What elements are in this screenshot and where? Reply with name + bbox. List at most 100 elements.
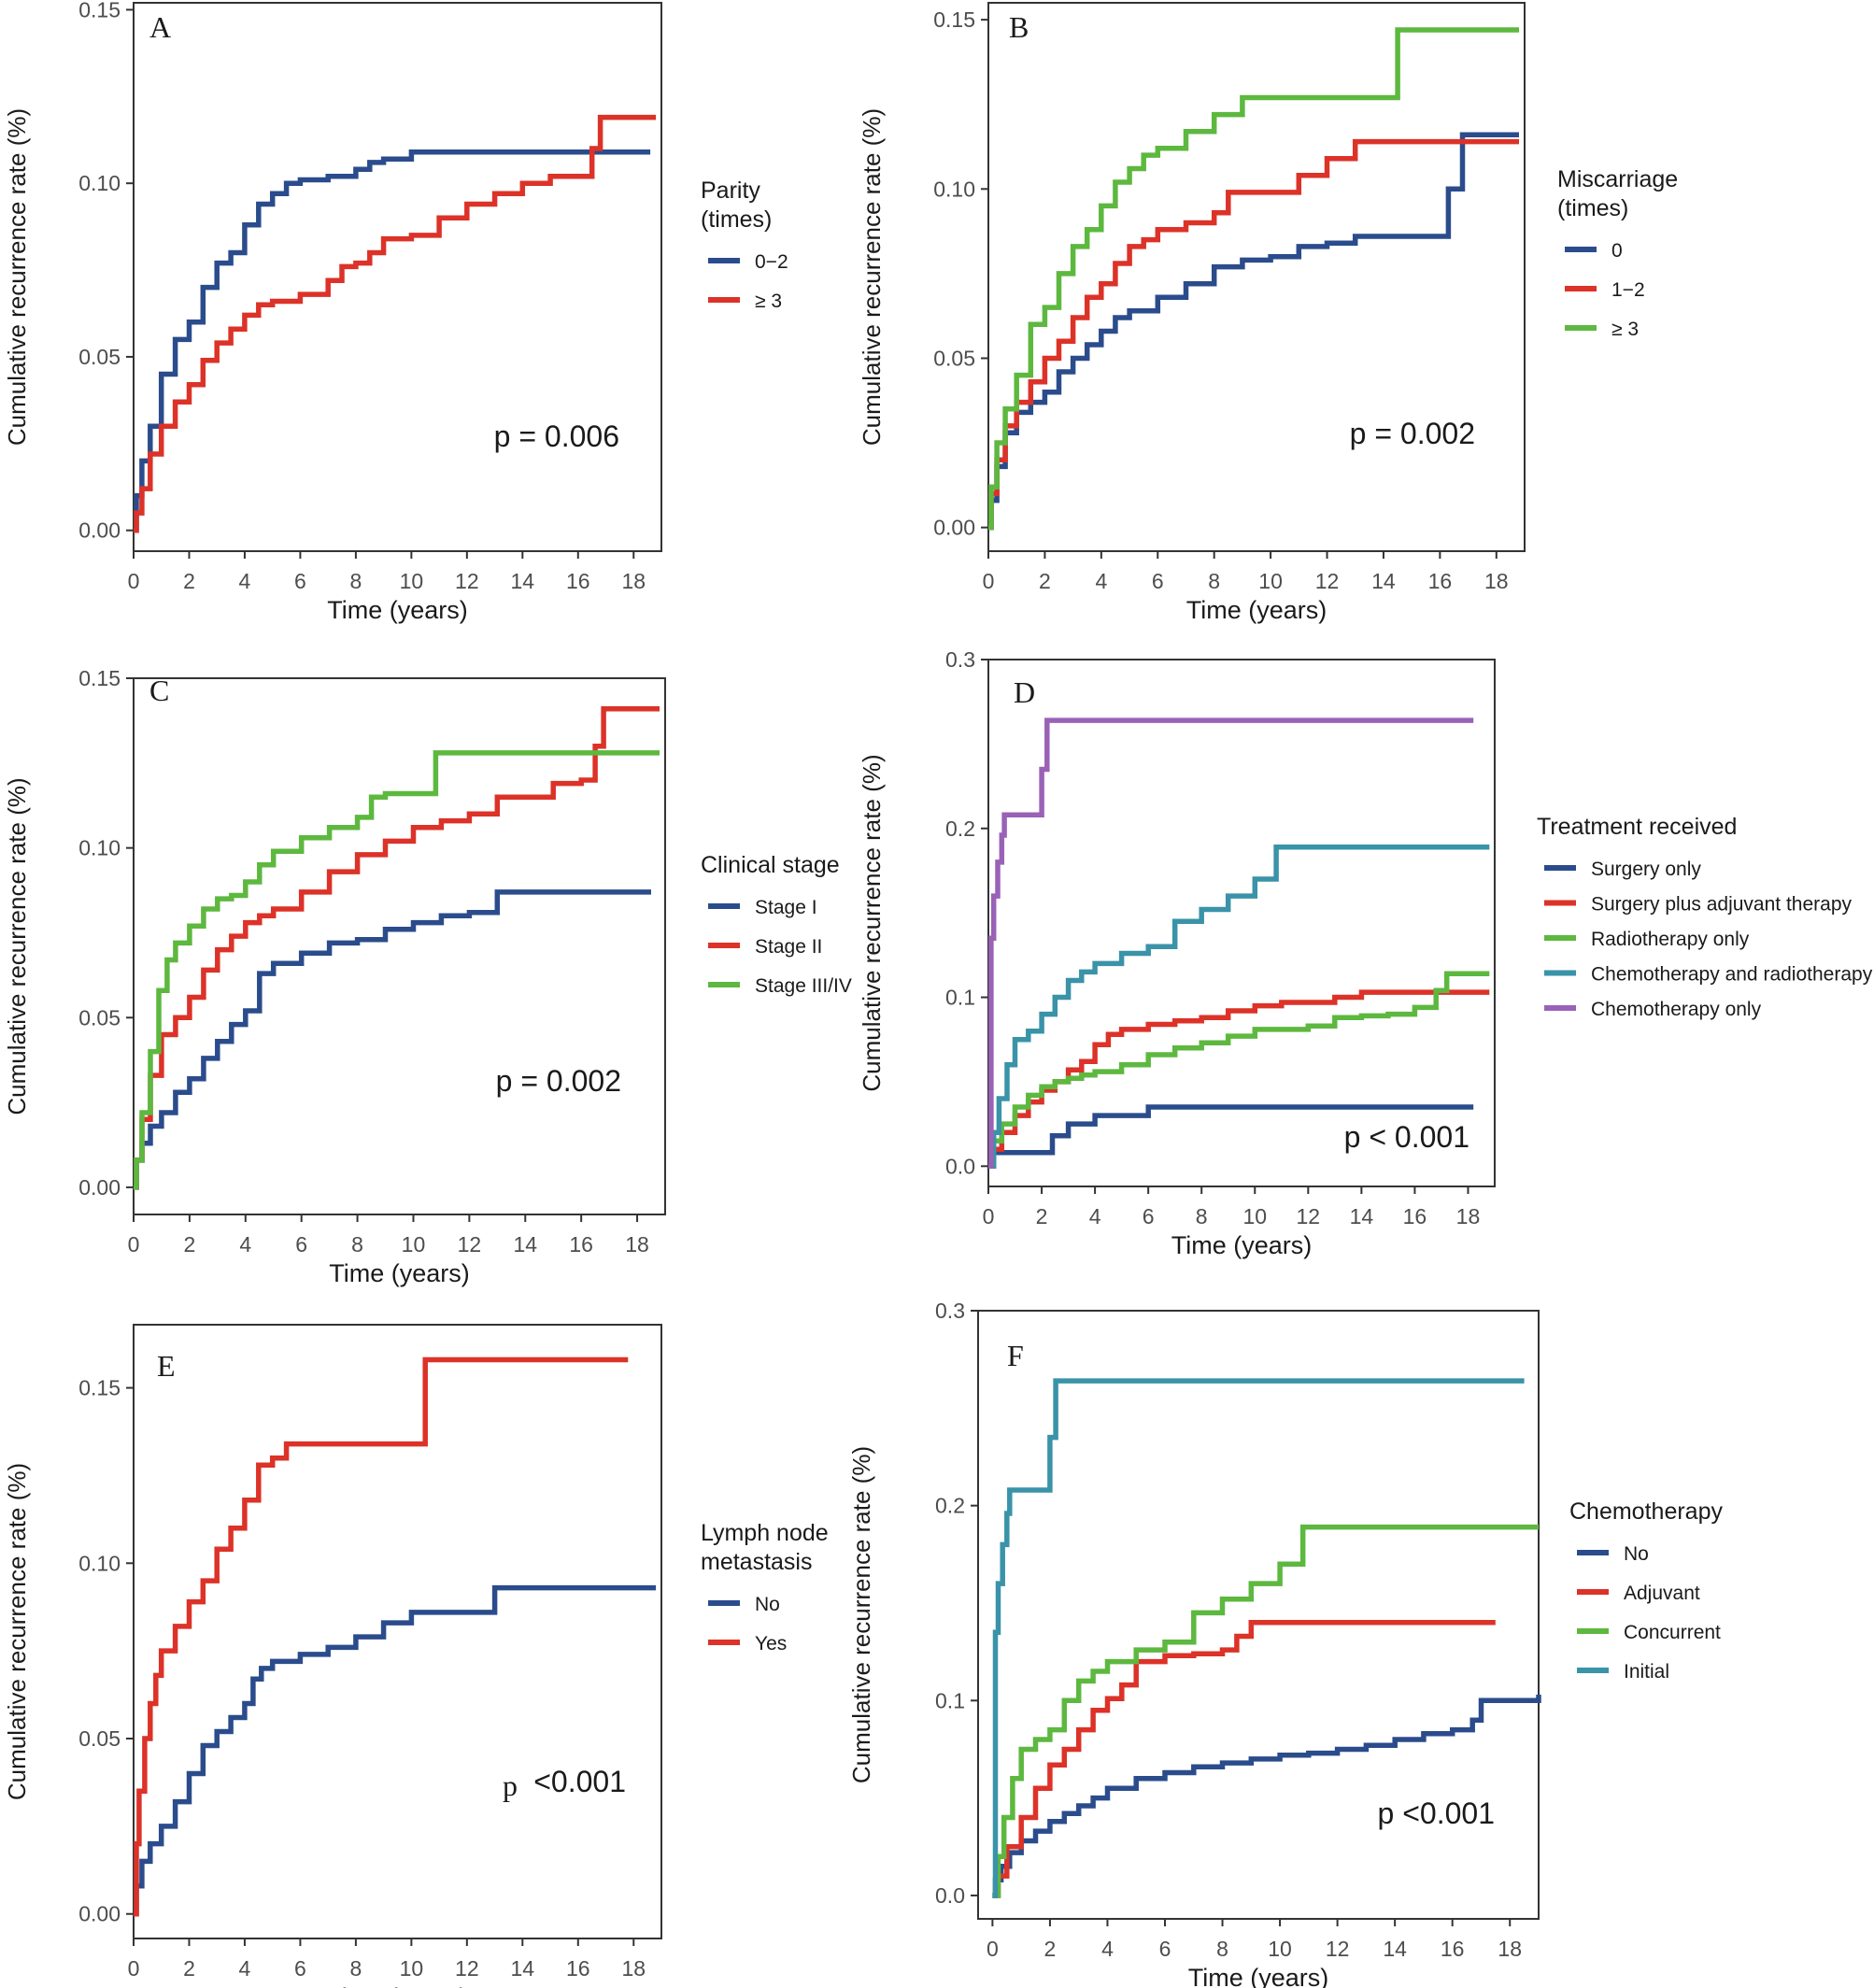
- x-tick-label: 10: [1268, 1937, 1292, 1961]
- legend-label: Yes: [755, 1633, 787, 1654]
- x-tick-label: 12: [1326, 1937, 1350, 1961]
- x-tick-label: 0: [128, 1232, 140, 1257]
- panel-letter: C: [149, 674, 169, 707]
- legend-title: Miscarriage: [1557, 166, 1678, 192]
- x-tick-label: 12: [458, 1232, 482, 1257]
- x-tick-label: 18: [621, 569, 646, 593]
- panel-letter: F: [1007, 1339, 1024, 1372]
- x-tick-label: 0: [983, 1204, 995, 1228]
- x-tick-label: 6: [294, 1956, 306, 1981]
- y-tick-label: 0.15: [78, 1376, 121, 1400]
- legend-label: Chemotherapy only: [1591, 999, 1762, 1020]
- x-tick-label: 12: [455, 1956, 479, 1981]
- p-value-annotation: p < 0.001: [1344, 1120, 1469, 1154]
- legend-title: Parity: [701, 178, 760, 204]
- y-tick-label: 0.00: [933, 516, 975, 540]
- plot-frame: [133, 677, 666, 1215]
- x-tick-label: 6: [1159, 1937, 1171, 1961]
- x-tick-label: 16: [1428, 569, 1453, 593]
- x-tick-label: 12: [1315, 569, 1340, 593]
- x-tick-label: 8: [1208, 569, 1220, 593]
- x-tick-label: 16: [566, 1956, 590, 1981]
- y-tick-label: 0.2: [945, 816, 975, 841]
- x-tick-label: 0: [983, 569, 995, 593]
- series-line-adjuvant: [992, 1620, 1496, 1898]
- y-tick-label: 0.05: [933, 346, 975, 370]
- panel-c: 0 2 4 6 8 10 12 14 16 18 0.00 0.05 0.10 0.15 Time (yea…: [3, 666, 852, 1287]
- y-axis-label: Cumulative recurrence rate (%): [3, 777, 31, 1115]
- x-tick-label: 2: [1044, 1937, 1057, 1961]
- legend-label: Concurrent: [1624, 1622, 1721, 1643]
- legend-title: metastasis: [701, 1549, 812, 1575]
- panel-a: 0 2 4 6 8 10 12 14 16 18 0.00 0.05 0.10 0.15 Time (yea…: [3, 0, 788, 624]
- series-line-initial: [992, 1378, 1525, 1898]
- panel-letter: D: [1014, 675, 1035, 709]
- legend-label: Stage II: [755, 936, 822, 958]
- x-tick-label: 8: [1196, 1204, 1208, 1228]
- series-line-yes: [134, 1356, 629, 1917]
- x-tick-label: 6: [295, 1232, 307, 1257]
- x-tick-label: 18: [1484, 569, 1509, 593]
- x-tick-label: 14: [513, 1232, 537, 1257]
- y-tick-label: 0.15: [78, 0, 121, 21]
- x-tick-label: 10: [1258, 569, 1283, 593]
- legend-label: Adjuvant: [1624, 1583, 1700, 1604]
- series-line-no: [992, 1695, 1541, 1898]
- x-tick-label: 18: [621, 1956, 646, 1981]
- series-line-stage-iii-iv: [134, 750, 660, 1190]
- x-tick-label: 14: [1371, 569, 1396, 593]
- legend-label: Stage III/IV: [755, 975, 852, 997]
- x-tick-label: 10: [1242, 1204, 1267, 1228]
- panel-b: 0 2 4 6 8 10 12 14 16 18 0.00 0.05 0.10 0.15 Time (yea…: [858, 2, 1678, 624]
- panel-letter: A: [149, 10, 171, 44]
- x-tick-label: 4: [239, 1956, 251, 1981]
- legend-label: No: [755, 1594, 780, 1615]
- series-line-surgery-only: [988, 1104, 1474, 1170]
- x-tick-label: 0: [987, 1937, 999, 1961]
- series-line--3: [134, 114, 657, 533]
- legend-title: Clinical stage: [701, 852, 840, 878]
- y-tick-label: 0.2: [935, 1494, 965, 1518]
- p-value-annotation: <0.001: [533, 1765, 626, 1798]
- legend: Parity(times) 0−2 ≥ 3: [701, 178, 788, 312]
- x-tick-label: 6: [1152, 569, 1164, 593]
- legend-title: Chemotherapy: [1569, 1498, 1723, 1525]
- x-tick-label: 14: [1350, 1204, 1374, 1228]
- legend-label: 0: [1611, 240, 1623, 262]
- y-axis-label: Cumulative recurrence rate (%): [858, 108, 886, 446]
- legend-title: Treatment received: [1537, 814, 1737, 840]
- x-axis-label: Time (years): [1186, 596, 1327, 624]
- legend-title: (times): [1557, 195, 1628, 221]
- series-line-surgery-plus-adjuvant-therapy: [988, 989, 1490, 1170]
- panel-e: 0 2 4 6 8 10 12 14 16 18 0.00 0.05 0.10 0.15 Time (yea…: [3, 1324, 829, 1988]
- y-tick-label: 0.00: [78, 1902, 121, 1926]
- x-axis-label: Time (years): [327, 596, 468, 624]
- legend-label: 1−2: [1611, 279, 1645, 301]
- legend: Lymph node metastasis No Yes: [701, 1520, 829, 1654]
- legend-label: Radiotherapy only: [1591, 929, 1750, 950]
- x-tick-label: 8: [349, 1956, 362, 1981]
- legend: Clinical stage Stage I Stage II Stage III/I…: [701, 852, 852, 997]
- x-tick-label: 10: [400, 569, 424, 593]
- legend-title: (times): [701, 206, 772, 233]
- series-line-chemotherapy-and-radiotherapy: [988, 844, 1490, 1170]
- y-tick-label: 0.10: [78, 171, 121, 195]
- series-line-no: [134, 1584, 657, 1917]
- x-tick-label: 2: [183, 1956, 195, 1981]
- x-tick-label: 8: [349, 569, 362, 593]
- series-line-radiotherapy-only: [988, 971, 1490, 1170]
- plot-frame: [977, 1310, 1540, 1920]
- legend: Miscarriage (times) 0 1−2 ≥ 3: [1557, 166, 1678, 340]
- p-value-annotation: p = 0.002: [496, 1064, 621, 1098]
- series-line-stage-ii: [134, 705, 660, 1190]
- y-tick-label: 0.00: [78, 518, 121, 543]
- x-tick-label: 12: [1297, 1204, 1321, 1228]
- panel-letter: E: [157, 1349, 176, 1383]
- x-axis-label: Time (years): [1171, 1231, 1313, 1259]
- x-axis-label: Time (years): [327, 1983, 468, 1988]
- legend-label: Surgery only: [1591, 859, 1701, 880]
- x-tick-label: 16: [1441, 1937, 1465, 1961]
- y-tick-label: 0.0: [935, 1883, 965, 1908]
- legend: Chemotherapy No Adjuvant Concurrent Initial: [1569, 1498, 1723, 1683]
